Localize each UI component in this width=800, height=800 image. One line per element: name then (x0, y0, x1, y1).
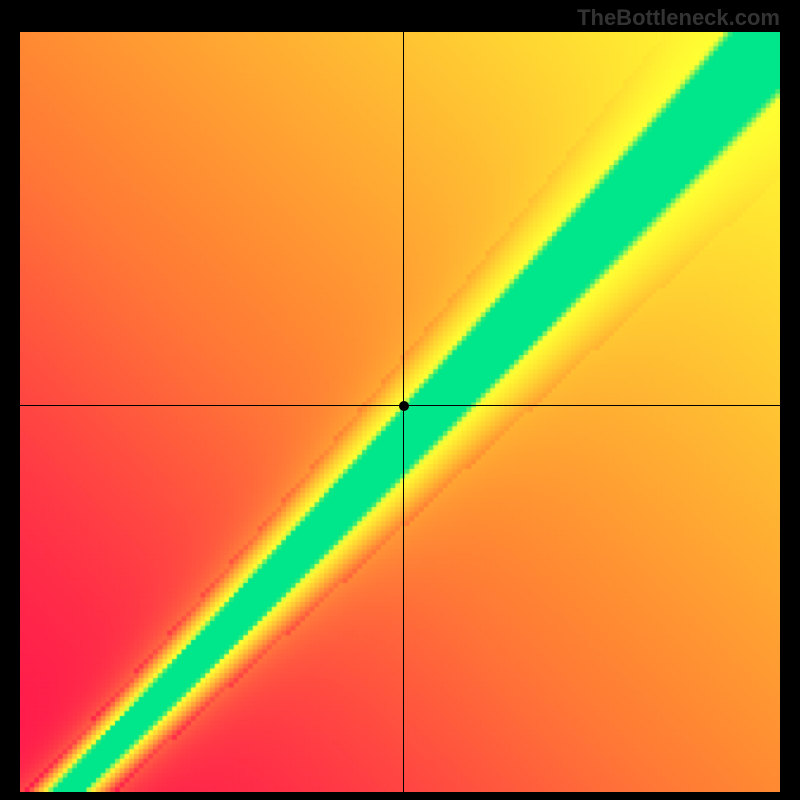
watermark-text: TheBottleneck.com (577, 5, 780, 31)
crosshair-vertical (403, 32, 404, 792)
focus-marker (399, 401, 409, 411)
heatmap-plot (20, 32, 780, 792)
heatmap-canvas (20, 32, 780, 792)
